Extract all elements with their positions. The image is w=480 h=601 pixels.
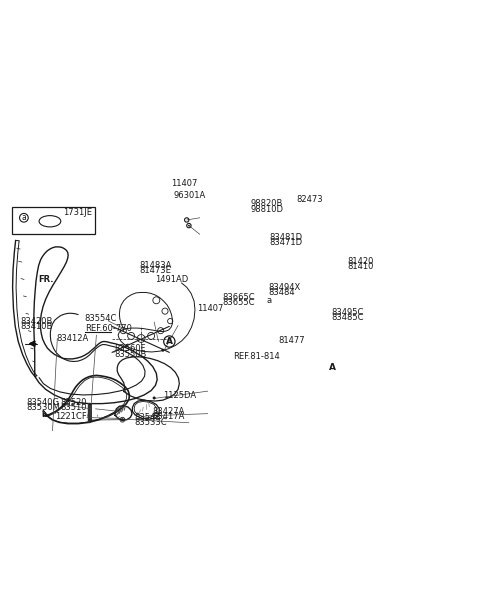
Text: 83420B: 83420B	[21, 317, 53, 326]
Text: 83530M: 83530M	[26, 403, 60, 412]
Text: 1221CF: 1221CF	[55, 412, 87, 421]
Circle shape	[121, 418, 124, 421]
Circle shape	[307, 251, 310, 254]
Text: 11407: 11407	[171, 178, 198, 188]
Text: 82473: 82473	[296, 195, 323, 204]
Text: 83471D: 83471D	[269, 239, 302, 248]
Text: 83554C: 83554C	[84, 314, 117, 323]
Text: 81420: 81420	[348, 257, 374, 266]
Text: 81473E: 81473E	[140, 266, 172, 275]
Circle shape	[153, 397, 156, 400]
Text: 81483A: 81483A	[140, 261, 172, 270]
Text: 83495C: 83495C	[331, 308, 364, 317]
Circle shape	[48, 441, 49, 442]
Text: 83550B: 83550B	[114, 350, 146, 359]
Text: 83484: 83484	[268, 288, 295, 297]
Text: 83410B: 83410B	[21, 322, 53, 331]
Text: a: a	[267, 296, 272, 305]
Text: 83494X: 83494X	[268, 282, 300, 291]
Circle shape	[270, 381, 273, 384]
Text: 83665C: 83665C	[222, 293, 255, 302]
Text: 1125DA: 1125DA	[163, 391, 196, 400]
Text: 83543: 83543	[134, 413, 161, 422]
Text: 1731JE: 1731JE	[63, 208, 92, 217]
Text: REF.60-770: REF.60-770	[84, 324, 132, 333]
Text: 98820B: 98820B	[251, 200, 283, 209]
Text: 83540G: 83540G	[26, 398, 59, 407]
Circle shape	[258, 260, 260, 261]
Text: FR.: FR.	[38, 275, 54, 284]
Circle shape	[52, 441, 54, 442]
Text: 83412A: 83412A	[57, 334, 89, 343]
Text: 1491AD: 1491AD	[156, 275, 189, 284]
Text: REF.81-814: REF.81-814	[233, 352, 280, 361]
Text: 83510: 83510	[60, 403, 87, 412]
Text: 96301A: 96301A	[174, 191, 206, 200]
Circle shape	[188, 225, 190, 227]
Text: A: A	[166, 337, 173, 346]
Text: 83655C: 83655C	[222, 298, 255, 307]
Text: 81477: 81477	[278, 336, 304, 345]
Text: 81410: 81410	[348, 262, 374, 271]
Text: 83417A: 83417A	[152, 412, 184, 421]
Text: 11407: 11407	[198, 305, 224, 314]
Text: 98810D: 98810D	[251, 204, 284, 213]
Text: 83427A: 83427A	[152, 407, 184, 416]
Circle shape	[161, 349, 164, 352]
Circle shape	[258, 254, 260, 255]
Text: 83520: 83520	[60, 398, 87, 407]
Text: 83560F: 83560F	[114, 344, 146, 353]
Text: A: A	[329, 363, 336, 372]
Text: 83485C: 83485C	[331, 313, 364, 322]
Text: 83533C: 83533C	[134, 418, 167, 427]
Text: a: a	[22, 213, 26, 222]
Text: 83481D: 83481D	[269, 233, 302, 242]
